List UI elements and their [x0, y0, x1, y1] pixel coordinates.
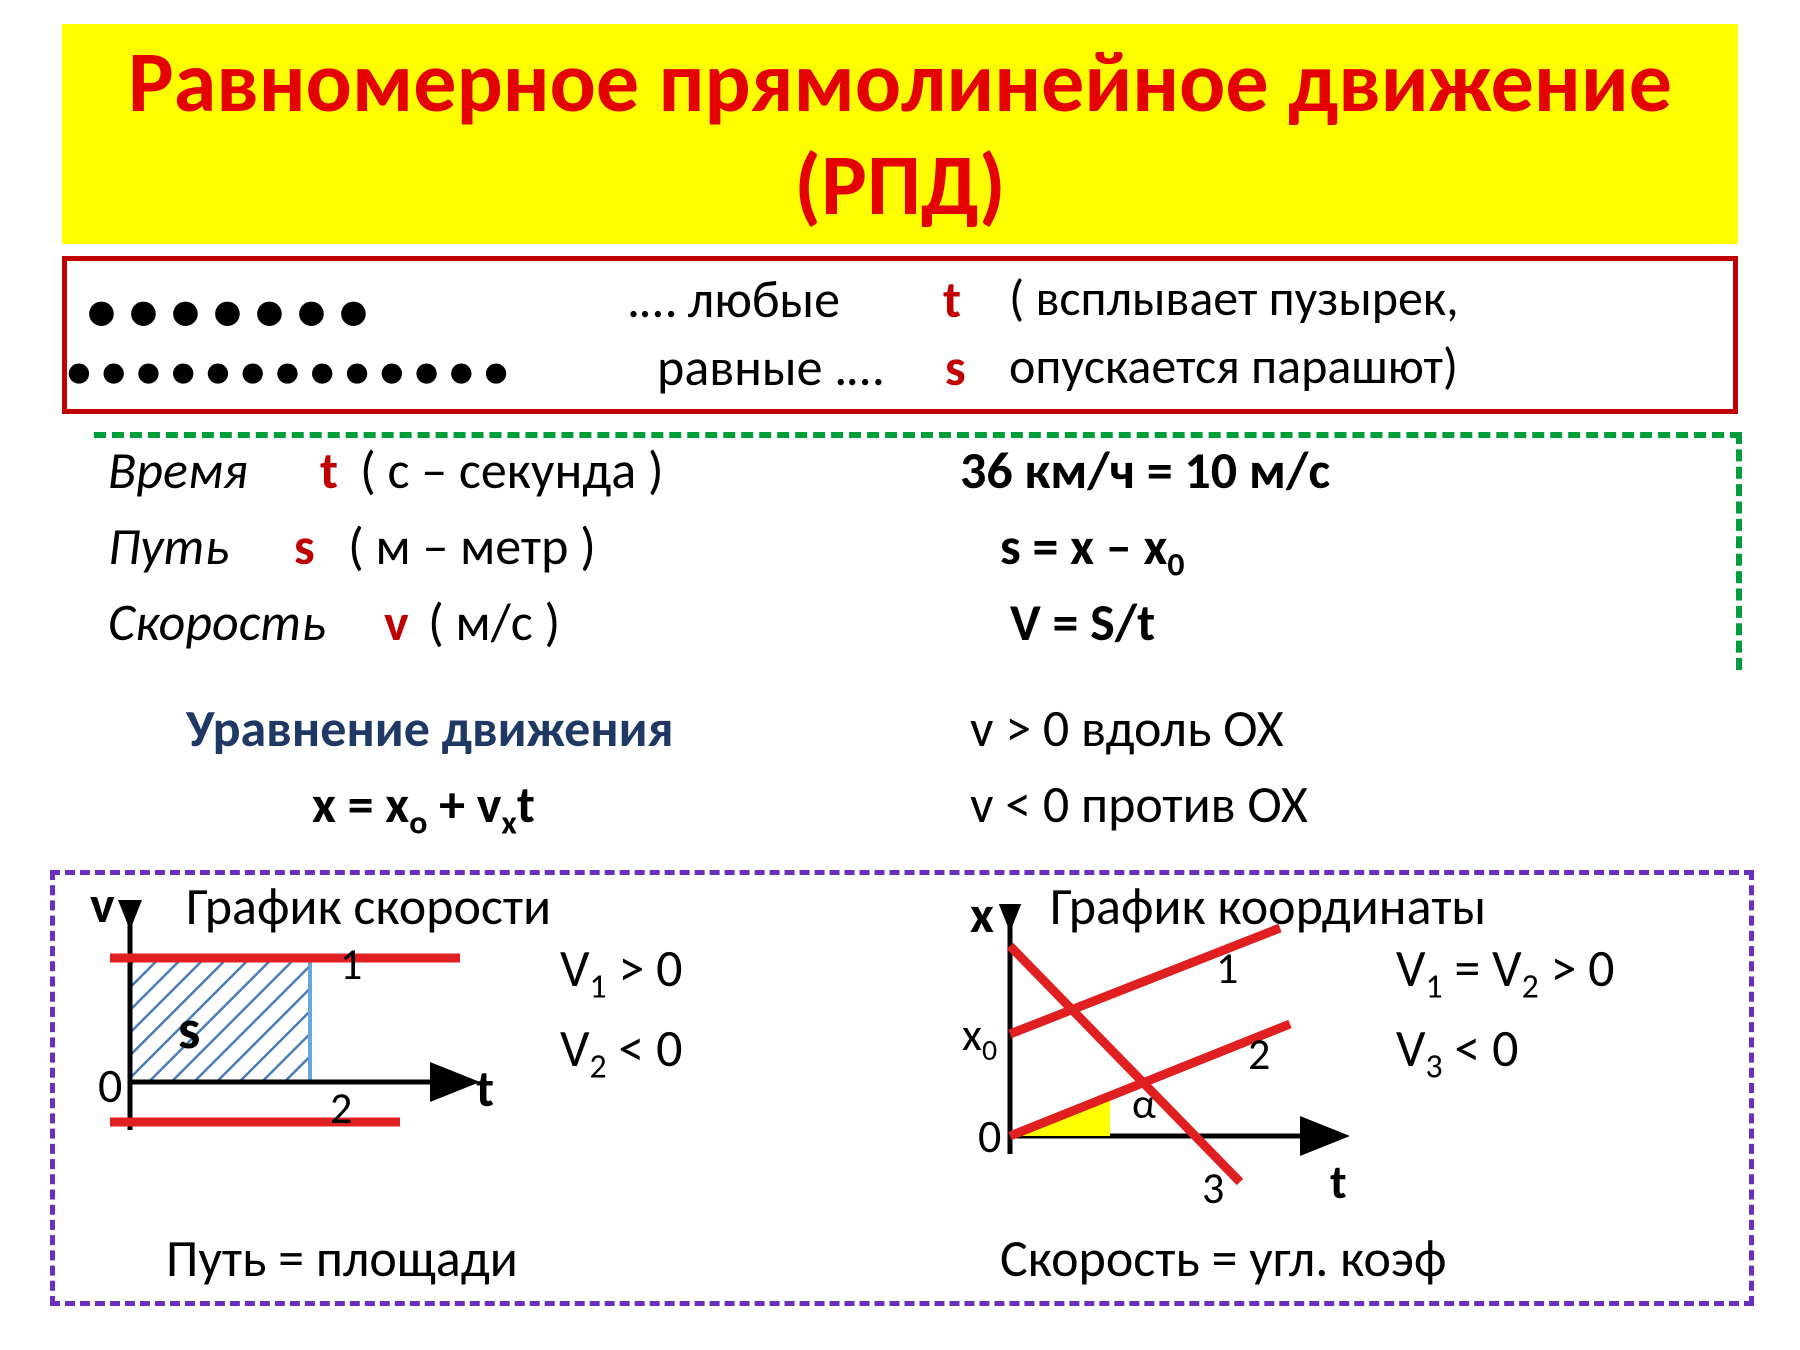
velocity-graph: [80, 900, 500, 1190]
x-note1-s2: 2: [1522, 966, 1539, 1007]
v-note1-b: > 0: [607, 936, 683, 1000]
v-line2-num: 2: [330, 1084, 352, 1132]
path-label: Путь: [108, 518, 229, 575]
x-note1: V1 = V2 > 0: [1396, 940, 1614, 1006]
dots-large: • • • • • • •: [87, 275, 368, 346]
x0-s: 0: [982, 1033, 997, 1069]
eq-heading: Уравнение движения: [186, 700, 674, 757]
graph-x-x-axis-label: t: [1330, 1156, 1347, 1209]
v-line1-num: 1: [340, 940, 362, 988]
v-note1-a: V: [560, 936, 590, 1000]
row2-text: равные .…: [657, 339, 883, 396]
v-caption: Путь = площади: [166, 1230, 518, 1287]
eq-f3: t: [517, 772, 535, 836]
x-note2-a: V: [1396, 1016, 1426, 1080]
v-note1: V1 > 0: [560, 940, 682, 1006]
speed-label: Скорость: [108, 594, 326, 651]
v-note1-s: 1: [590, 966, 607, 1007]
page-title: Равномерное прямолинейное движение (РПД): [62, 24, 1738, 244]
area-label: s: [178, 1000, 200, 1062]
eq-formula: x = xo + vxt: [312, 776, 535, 842]
path-unit: ( м – метр ): [348, 518, 596, 575]
row2-var: s: [945, 339, 966, 396]
v-note2-a: V: [560, 1016, 590, 1080]
x-note2-b: < 0: [1443, 1016, 1519, 1080]
path-eq-sub: 0: [1167, 544, 1184, 585]
time-unit: ( с – секунда ): [360, 442, 664, 499]
eq-f1: x = x: [312, 772, 409, 836]
coordinate-graph: [940, 904, 1380, 1224]
x-line3-num: 3: [1202, 1164, 1224, 1212]
row1-note: ( всплывает пузырек,: [1009, 271, 1459, 326]
row1-var: t: [943, 271, 961, 328]
examples-box: • • • • • • • • • • • • • • • • • • • • …: [62, 256, 1738, 414]
time-label: Время: [108, 442, 248, 499]
x-note1-c: > 0: [1539, 936, 1615, 1000]
speed-eq: V = S/t: [1010, 594, 1155, 651]
graph-v-x-axis-label: t: [476, 1060, 494, 1117]
eq-cond2: v < 0 против ОХ: [970, 776, 1308, 833]
time-conv: 36 км/ч = 10 м/с: [960, 442, 1330, 499]
v-note2-b: < 0: [607, 1016, 683, 1080]
x-line1-num: 1: [1216, 944, 1238, 992]
x-note2-s: 3: [1426, 1046, 1443, 1087]
angle-label: α: [1132, 1082, 1156, 1128]
x0-label: x0: [962, 1010, 997, 1068]
eq-s2: x: [501, 802, 517, 843]
x0-a: x: [962, 1007, 982, 1063]
path-eq-text: s = x – x: [1000, 514, 1167, 578]
x-origin: 0: [978, 1112, 1001, 1163]
x-note1-b: = V: [1443, 936, 1522, 1000]
definitions-box: [94, 432, 1742, 670]
v-note2: V2 < 0: [560, 1020, 682, 1086]
dots-small: • • • • • • • • • • • • •: [67, 341, 508, 400]
time-var: t: [320, 442, 338, 499]
v-origin: 0: [98, 1060, 122, 1113]
x-line2-num: 2: [1248, 1030, 1270, 1078]
eq-f2: + v: [427, 772, 501, 836]
eq-s1: o: [409, 802, 427, 843]
x-note1-s1: 1: [1426, 966, 1443, 1007]
v-note2-s: 2: [590, 1046, 607, 1087]
speed-var: v: [384, 594, 409, 651]
x-note1-a: V: [1396, 936, 1426, 1000]
speed-unit: ( м/с ): [428, 594, 560, 651]
x-caption: Скорость = угл. коэф: [1000, 1230, 1446, 1287]
x-note2: V3 < 0: [1396, 1020, 1518, 1086]
path-var: s: [294, 518, 315, 575]
row1-text: .… любые: [627, 271, 840, 328]
eq-cond1: v > 0 вдоль ОХ: [970, 700, 1284, 757]
path-eq: s = x – x0: [1000, 518, 1185, 584]
row2-note: опускается парашют): [1009, 339, 1458, 394]
